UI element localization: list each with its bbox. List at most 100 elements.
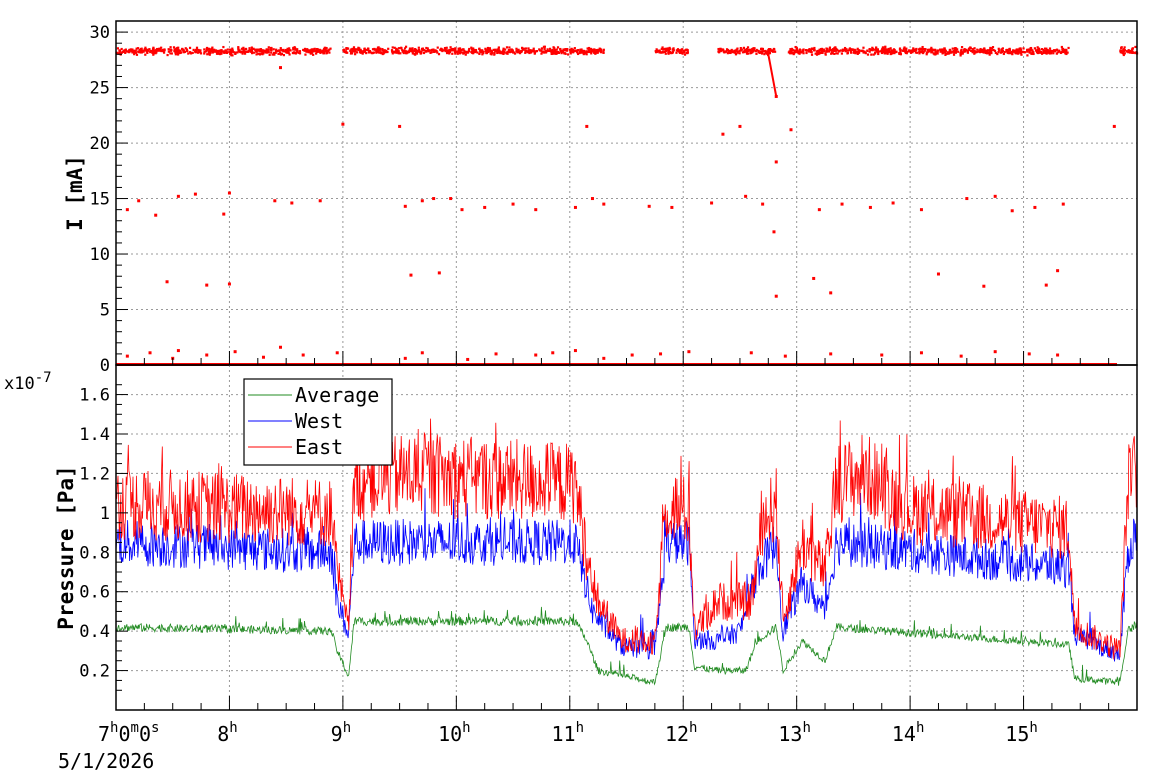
current-point — [660, 47, 663, 50]
current-point — [582, 49, 586, 53]
current-point — [377, 48, 381, 51]
current-point — [592, 50, 595, 53]
current-point — [1050, 50, 1054, 53]
current-point — [888, 49, 891, 52]
current-point — [470, 48, 474, 51]
current-point — [596, 50, 600, 53]
current-point — [832, 49, 836, 53]
current-point — [215, 52, 219, 55]
current-point — [683, 53, 687, 56]
current-point — [675, 51, 678, 54]
current-point — [564, 52, 567, 55]
current-point — [771, 50, 775, 53]
current-point — [401, 49, 404, 52]
current-point — [341, 122, 345, 126]
current-point — [263, 50, 267, 53]
current-point — [824, 53, 827, 56]
current-point — [986, 52, 989, 55]
current-point — [144, 46, 147, 49]
current-point — [936, 52, 939, 55]
current-point — [420, 351, 424, 355]
current-point — [788, 50, 791, 53]
current-point — [260, 49, 263, 53]
current-point — [182, 49, 185, 52]
current-point — [236, 51, 239, 54]
current-point — [417, 49, 421, 52]
current-point — [661, 51, 665, 54]
current-point — [499, 50, 502, 53]
y-tick-label: 15 — [90, 190, 110, 210]
current-point — [965, 48, 968, 51]
current-point — [839, 49, 842, 52]
current-point — [419, 51, 422, 54]
current-point — [866, 49, 869, 52]
current-point — [414, 53, 417, 56]
current-point — [828, 47, 831, 51]
current-point — [174, 53, 177, 56]
current-point — [234, 51, 237, 54]
current-point — [984, 50, 987, 53]
current-point — [351, 47, 354, 50]
current-point — [939, 50, 942, 53]
current-point — [870, 53, 873, 56]
current-point — [1127, 49, 1130, 52]
current-point — [830, 51, 834, 54]
current-point — [772, 47, 775, 51]
current-point — [125, 208, 129, 212]
current-point — [1008, 47, 1011, 50]
current-point — [205, 353, 209, 357]
current-point — [934, 51, 937, 54]
current-point — [178, 49, 181, 52]
current-point — [915, 48, 918, 52]
current-point — [992, 48, 995, 52]
current-point — [979, 47, 982, 51]
current-point — [229, 53, 232, 56]
current-point — [827, 50, 831, 53]
current-point — [370, 51, 373, 54]
current-point — [882, 48, 886, 51]
current-point — [404, 45, 408, 48]
current-point — [719, 49, 722, 53]
current-point — [424, 49, 428, 53]
current-point — [655, 48, 658, 51]
current-point — [276, 49, 279, 53]
current-point — [220, 49, 223, 52]
current-point — [663, 50, 667, 54]
current-point — [387, 47, 390, 50]
current-point — [304, 53, 307, 56]
current-point — [850, 48, 853, 51]
current-point — [277, 52, 280, 55]
current-point — [176, 48, 179, 51]
current-point — [176, 194, 180, 198]
current-point — [270, 51, 273, 54]
current-point — [587, 46, 591, 50]
current-point — [318, 199, 322, 203]
current-point — [193, 50, 197, 53]
current-point — [586, 50, 589, 54]
y-tick-label: 0.4 — [79, 622, 110, 642]
current-point — [357, 48, 360, 52]
current-point — [419, 52, 422, 55]
current-point — [594, 52, 597, 55]
current-point — [382, 50, 385, 54]
current-point — [243, 52, 247, 55]
current-point — [580, 48, 583, 51]
current-point — [186, 50, 189, 53]
current-point — [524, 51, 527, 54]
current-point — [794, 51, 797, 54]
current-point — [999, 51, 1002, 54]
current-point — [590, 52, 593, 55]
current-point — [926, 51, 929, 54]
current-point — [420, 199, 424, 203]
current-point — [380, 52, 383, 55]
current-point — [936, 272, 940, 276]
current-point — [934, 52, 937, 55]
current-point — [457, 50, 460, 53]
current-point — [923, 48, 926, 51]
current-point — [567, 53, 570, 56]
current-point — [902, 49, 905, 52]
current-point — [251, 52, 254, 55]
current-point — [522, 48, 525, 51]
current-point — [122, 50, 126, 53]
current-point — [959, 54, 962, 57]
